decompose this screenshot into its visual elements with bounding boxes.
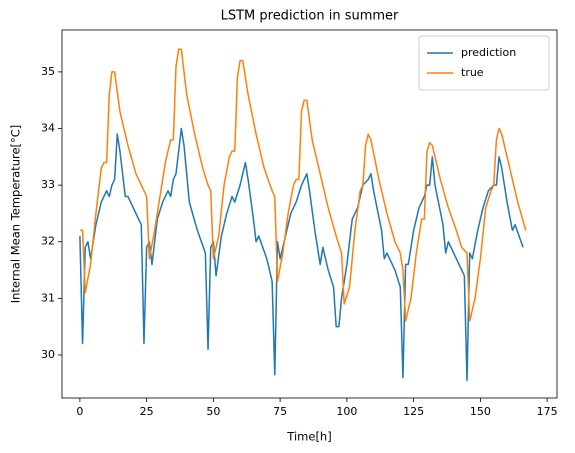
x-tick-label: 100 [336, 405, 357, 418]
x-axis-label: Time[h] [286, 430, 331, 444]
y-tick-label: 30 [41, 348, 55, 361]
chart-title: LSTM prediction in summer [221, 9, 399, 24]
axes-frame [61, 29, 558, 399]
y-axis-label: Internal Mean Temperature[°C] [9, 125, 23, 304]
legend-label: prediction [461, 46, 516, 59]
legend-label: true [461, 66, 484, 79]
x-tick-label: 150 [470, 405, 491, 418]
x-tick-label: 0 [76, 405, 83, 418]
x-tick-label: 50 [206, 405, 220, 418]
series-line [79, 127, 524, 382]
y-tick-label: 34 [41, 122, 55, 135]
x-tick-label: 75 [273, 405, 287, 418]
y-tick-label: 31 [41, 291, 55, 304]
x-tick-label: 25 [140, 405, 154, 418]
y-tick-label: 33 [41, 178, 55, 191]
y-tick-label: 35 [41, 65, 55, 78]
series-line [79, 48, 527, 322]
y-tick-label: 32 [41, 235, 55, 248]
legend-box [418, 35, 550, 91]
x-tick-label: 175 [537, 405, 558, 418]
x-tick-label: 125 [403, 405, 424, 418]
